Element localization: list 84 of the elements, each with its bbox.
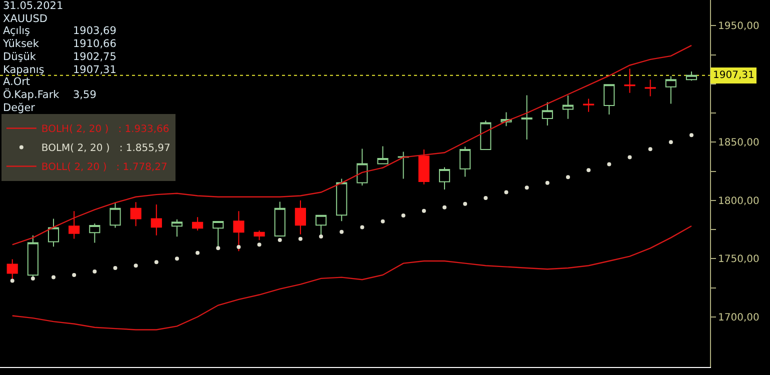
candlestick <box>377 146 388 164</box>
annotation: 31.05.2021 <box>3 0 64 13</box>
candlestick <box>89 222 100 244</box>
point <box>319 234 324 239</box>
candlestick <box>150 204 162 236</box>
legend-label: BOLH( 2, 20 ) : 1.933,66 <box>41 124 170 136</box>
point <box>92 269 97 274</box>
point <box>422 208 426 213</box>
candlestick <box>480 120 492 150</box>
text: Kapanış 1907,31 <box>3 64 116 76</box>
ref-line-label: 1907,31 <box>713 70 754 81</box>
point <box>360 225 364 230</box>
annotation: XAUUSD <box>3 12 48 26</box>
point <box>72 272 76 277</box>
candlestick <box>110 202 121 228</box>
point <box>524 186 529 190</box>
annotation: A.Ort <box>3 76 30 88</box>
y-tick-label: 1750,00 <box>718 254 760 266</box>
point <box>216 246 220 250</box>
point <box>154 260 158 264</box>
candlestick <box>398 151 409 180</box>
candlestick <box>438 166 450 190</box>
candlestick <box>542 102 553 126</box>
point <box>134 264 138 268</box>
point <box>278 238 282 242</box>
point <box>174 256 179 261</box>
point <box>236 245 241 249</box>
point <box>401 214 406 218</box>
candlestick <box>171 218 183 238</box>
point <box>52 275 56 280</box>
legend-label: BOLL( 2, 20 ) : 1.778,27 <box>41 162 168 174</box>
y-tick-label: 1800,00 <box>718 196 760 207</box>
candlestick <box>521 94 532 140</box>
legend-label: BOLM( 2, 20 ) : 1.855,97 <box>41 143 170 154</box>
candlestick <box>583 98 594 112</box>
point <box>545 180 550 185</box>
candlestick <box>48 218 60 248</box>
candlestick <box>356 148 368 186</box>
line-series <box>12 225 692 330</box>
candlestick <box>274 201 286 237</box>
point <box>484 196 488 200</box>
candlestick <box>233 210 244 252</box>
candlestick <box>624 68 636 94</box>
candlestick <box>316 214 327 238</box>
point <box>668 140 673 144</box>
candlestick <box>562 95 574 120</box>
text: Açılış 1903,69 <box>3 25 116 38</box>
candlestick <box>336 178 348 222</box>
candlestick <box>604 84 615 116</box>
point <box>113 266 118 270</box>
point <box>257 242 262 247</box>
candlestick <box>418 148 430 185</box>
point <box>566 175 570 180</box>
candlestick <box>644 79 656 97</box>
point <box>298 236 302 241</box>
point <box>689 133 694 138</box>
point <box>628 155 632 160</box>
point <box>442 205 447 210</box>
candlestick <box>130 202 142 227</box>
candlestick <box>68 210 80 240</box>
point <box>586 168 591 172</box>
text: Düşük 1902,75 <box>3 50 116 63</box>
y-tick-label: 1700,00 <box>718 312 760 324</box>
point <box>30 276 35 280</box>
text: Yüksek 1910,66 <box>3 38 116 50</box>
point <box>607 162 612 166</box>
point <box>463 202 468 206</box>
candlestick <box>294 200 306 235</box>
text: Ö.Kap.Fark 3,59 <box>3 88 96 101</box>
y-tick-label: 1850,00 <box>718 138 760 149</box>
y-tick-label: 1950,00 <box>718 21 760 32</box>
point <box>380 219 385 224</box>
candlestick <box>665 76 676 104</box>
point <box>10 278 14 283</box>
annotation: Değer <box>3 102 36 114</box>
point <box>340 230 344 234</box>
point <box>196 250 200 255</box>
candlestick <box>686 70 698 82</box>
candlestick <box>460 146 471 178</box>
candlestick <box>192 216 204 231</box>
point <box>504 190 508 194</box>
point <box>648 147 652 152</box>
candlestick <box>254 230 265 241</box>
candlestick <box>212 220 224 250</box>
